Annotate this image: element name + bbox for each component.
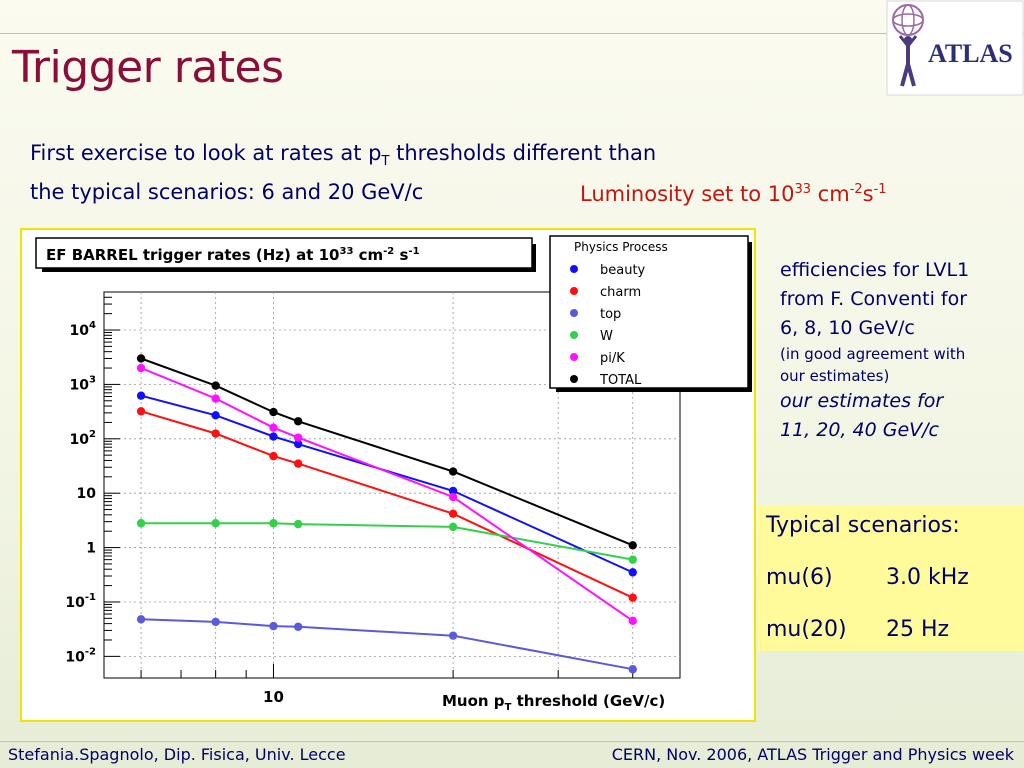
footer-author: Stefania.Spagnolo, Dip. Fisica, Univ. Le…: [8, 745, 346, 764]
y-tick-label: 10: [77, 486, 97, 502]
scenario-value-mu6: 3.0 kHz: [886, 565, 969, 590]
x-tick-label: 10: [263, 688, 284, 706]
scenarios-heading: Typical scenarios:: [766, 513, 960, 538]
plot-area: [103, 291, 681, 679]
note-small-1: (in good agreement with: [780, 345, 966, 363]
point-pi-k: [211, 394, 220, 403]
point-charm: [211, 429, 220, 438]
point-pi-k: [448, 492, 458, 502]
scenario-value-mu20: 25 Hz: [886, 617, 950, 642]
legend-title: Physics Process: [574, 240, 668, 254]
y-tick-label: 1: [86, 541, 96, 557]
point-pi-k: [293, 433, 303, 442]
legend-marker-top: [570, 309, 578, 317]
point-beauty: [628, 568, 637, 577]
legend-marker-w: [570, 331, 578, 339]
series-line-total: [140, 357, 634, 547]
efficiency-note: efficiencies for LVL1 from F. Conventi f…: [780, 256, 1015, 445]
point-charm: [269, 451, 278, 461]
intro-line-2: the typical scenarios: 6 and 20 GeV/c: [30, 180, 424, 205]
chart-legend: Physics Process beauty charm top Wpi/K TOTAL: [549, 235, 752, 392]
luminosity-note: Luminosity set to 1033 cm-2s-1: [580, 182, 887, 206]
series-line-charm: [140, 410, 634, 599]
scenario-label-mu6: mu(6): [766, 565, 833, 590]
point-total: [628, 541, 637, 550]
legend-label-beauty: beauty: [600, 263, 646, 278]
point-top: [628, 665, 637, 674]
legend-marker-total: [570, 375, 578, 383]
point-charm: [293, 459, 303, 468]
y-tick-label: 102: [70, 429, 96, 448]
point-pi-k: [136, 363, 146, 373]
note-italic-1: our estimates for: [780, 390, 944, 412]
top-rule: [0, 33, 1024, 34]
point-top: [211, 617, 220, 627]
point-charm: [136, 407, 146, 416]
point-total: [448, 467, 458, 476]
legend-marker-charm: [570, 287, 578, 295]
point-w: [628, 555, 637, 564]
legend-label-charm: charm: [600, 285, 641, 300]
y-tick-label: 104: [70, 320, 96, 339]
logo-text: ATLAS: [928, 39, 1013, 68]
point-charm: [628, 593, 637, 602]
legend-marker-beauty: [570, 265, 578, 273]
point-pi-k: [628, 616, 637, 626]
point-w: [211, 519, 220, 528]
series-line-beauty: [140, 394, 634, 574]
y-tick-label: 10-1: [65, 592, 96, 611]
point-total: [269, 407, 278, 417]
typical-scenarios-box: Typical scenarios: mu(6) 3.0 kHz mu(20) …: [758, 505, 1024, 651]
series-line-top: [141, 618, 633, 671]
point-w: [269, 519, 278, 528]
point-top: [136, 615, 146, 624]
atlas-logo: ATLAS: [886, 0, 1024, 96]
point-beauty: [448, 486, 458, 496]
data-series: [136, 354, 637, 674]
point-w: [136, 519, 146, 528]
legend-label-pi-k: pi/K: [600, 351, 625, 366]
scenario-label-mu20: mu(20): [766, 617, 847, 642]
point-top: [293, 622, 303, 631]
series-line-pi-k: [140, 367, 634, 622]
chart-title-box: EF BARREL trigger rates (Hz) at 1033 cm-…: [35, 237, 536, 272]
atlas-figure-icon: [892, 4, 924, 87]
note-small-2: our estimates): [780, 367, 890, 385]
point-total: [211, 381, 220, 390]
y-tick-label: 103: [70, 374, 96, 393]
intro-text: First exercise to look at rates at pT th…: [30, 138, 656, 208]
bottom-rule: [0, 741, 1024, 742]
chart-title: EF BARREL trigger rates (Hz) at 1033 cm-…: [46, 246, 420, 264]
trigger-rate-plot: EF BARREL trigger rates (Hz) at 1033 cm-…: [20, 228, 756, 722]
point-w: [448, 522, 458, 532]
y-tick-label: 10-2: [65, 646, 96, 665]
legend-label-top: top: [600, 307, 621, 322]
note-line-3: 6, 8, 10 GeV/c: [780, 317, 915, 339]
note-line-2: from F. Conventi for: [780, 288, 968, 310]
note-line-1: efficiencies for LVL1: [780, 259, 970, 281]
intro-line-1: First exercise to look at rates at pT th…: [30, 141, 657, 170]
point-pi-k: [269, 423, 278, 432]
slide-title: Trigger rates: [12, 42, 284, 93]
series-line-w: [141, 522, 633, 561]
legend-label-total: TOTAL: [599, 373, 642, 388]
point-beauty: [136, 391, 146, 400]
point-top: [448, 631, 458, 640]
point-beauty: [293, 439, 303, 449]
footer-event: CERN, Nov. 2006, ATLAS Trigger and Physi…: [611, 745, 1014, 764]
point-beauty: [211, 411, 220, 420]
note-italic-2: 11, 20, 40 GeV/c: [780, 419, 939, 441]
x-axis-label: Muon pT threshold (GeV/c): [442, 692, 665, 713]
point-top: [269, 621, 278, 631]
point-total: [293, 417, 303, 426]
point-beauty: [269, 432, 278, 441]
point-charm: [448, 509, 458, 518]
point-total: [136, 354, 146, 363]
point-w: [293, 519, 303, 529]
legend-marker-pi-k: [570, 353, 578, 361]
legend-label-w: W: [600, 329, 613, 344]
